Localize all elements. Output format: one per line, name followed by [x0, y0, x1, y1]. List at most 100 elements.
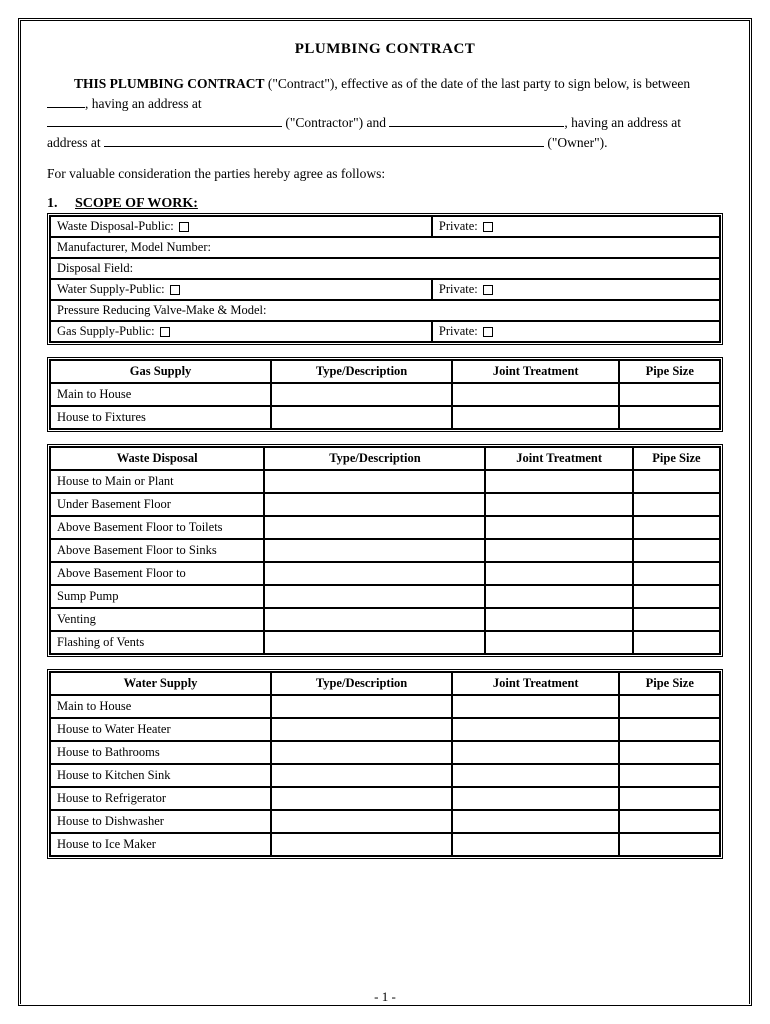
data-cell[interactable]	[264, 585, 485, 608]
checkbox-icon[interactable]	[160, 327, 170, 337]
intro-p1: ("Contract"), effective as of the date o…	[265, 76, 691, 91]
data-cell[interactable]	[619, 741, 720, 764]
row-label: Above Basement Floor to Sinks	[50, 539, 264, 562]
row-label: House to Ice Maker	[50, 833, 271, 856]
data-cell[interactable]	[271, 810, 452, 833]
data-cell[interactable]	[633, 631, 720, 654]
data-cell[interactable]	[633, 562, 720, 585]
data-cell[interactable]	[264, 493, 485, 516]
col-header: Type/Description	[271, 672, 452, 695]
data-cell[interactable]	[619, 718, 720, 741]
data-cell[interactable]	[264, 608, 485, 631]
data-cell[interactable]	[485, 493, 632, 516]
blank-owner-addr[interactable]	[104, 135, 544, 147]
data-cell[interactable]	[271, 833, 452, 856]
page-number: - 1 -	[21, 989, 749, 1005]
checkbox-icon[interactable]	[483, 327, 493, 337]
row-label: Sump Pump	[50, 585, 264, 608]
blank-party[interactable]	[47, 95, 85, 107]
scope-table: Waste Disposal-Public: Private: Manufact…	[47, 213, 723, 345]
data-cell[interactable]	[633, 470, 720, 493]
data-cell[interactable]	[633, 585, 720, 608]
data-cell[interactable]	[619, 695, 720, 718]
col-header: Pipe Size	[619, 672, 720, 695]
data-cell[interactable]	[452, 833, 620, 856]
row-label: Flashing of Vents	[50, 631, 264, 654]
data-cell[interactable]	[264, 562, 485, 585]
data-cell[interactable]	[452, 695, 620, 718]
data-cell[interactable]	[619, 383, 720, 406]
intro-p2: , having an address at	[85, 96, 202, 111]
data-cell[interactable]	[452, 810, 620, 833]
col-header: Type/Description	[271, 360, 452, 383]
data-cell[interactable]	[452, 383, 620, 406]
row-label: House to Water Heater	[50, 718, 271, 741]
data-cell[interactable]	[271, 406, 452, 429]
data-cell[interactable]	[619, 406, 720, 429]
col-header: Joint Treatment	[485, 447, 632, 470]
doc-title: PLUMBING CONTRACT	[47, 41, 723, 58]
row-label: House to Dishwasher	[50, 810, 271, 833]
col-header: Water Supply	[50, 672, 271, 695]
data-cell[interactable]	[452, 787, 620, 810]
data-cell[interactable]	[485, 516, 632, 539]
data-cell[interactable]	[485, 631, 632, 654]
data-cell[interactable]	[633, 493, 720, 516]
data-cell[interactable]	[452, 764, 620, 787]
checkbox-icon[interactable]	[483, 222, 493, 232]
row-label: House to Kitchen Sink	[50, 764, 271, 787]
row-label: Main to House	[50, 383, 271, 406]
blank-owner-name[interactable]	[389, 115, 564, 127]
row-label: House to Refrigerator	[50, 787, 271, 810]
data-cell[interactable]	[485, 562, 632, 585]
row-label: Under Basement Floor	[50, 493, 264, 516]
scope-row: Pressure Reducing Valve-Make & Model:	[50, 300, 720, 321]
data-cell[interactable]	[271, 764, 452, 787]
data-cell[interactable]	[485, 608, 632, 631]
row-label: Above Basement Floor to	[50, 562, 264, 585]
blank-contractor-addr[interactable]	[47, 115, 282, 127]
checkbox-icon[interactable]	[179, 222, 189, 232]
data-cell[interactable]	[264, 631, 485, 654]
data-cell[interactable]	[485, 539, 632, 562]
intro-paragraph: THIS PLUMBING CONTRACT ("Contract"), eff…	[47, 74, 723, 152]
gas-supply-table: Gas SupplyType/DescriptionJoint Treatmen…	[47, 357, 723, 432]
row-label: Main to House	[50, 695, 271, 718]
data-cell[interactable]	[633, 539, 720, 562]
data-cell[interactable]	[264, 516, 485, 539]
col-header: Pipe Size	[619, 360, 720, 383]
document-frame: PLUMBING CONTRACT THIS PLUMBING CONTRACT…	[18, 18, 752, 1006]
data-cell[interactable]	[264, 539, 485, 562]
data-cell[interactable]	[271, 718, 452, 741]
scope-cell-right: Private:	[432, 216, 720, 237]
scope-row: Disposal Field:	[50, 258, 720, 279]
data-cell[interactable]	[264, 470, 485, 493]
scope-cell-right: Private:	[432, 321, 720, 342]
col-header: Waste Disposal	[50, 447, 264, 470]
data-cell[interactable]	[485, 585, 632, 608]
section-1-title: SCOPE OF WORK:	[75, 196, 198, 211]
section-1-num: 1.	[47, 196, 75, 212]
data-cell[interactable]	[619, 810, 720, 833]
water-supply-table: Water SupplyType/DescriptionJoint Treatm…	[47, 669, 723, 859]
data-cell[interactable]	[485, 470, 632, 493]
data-cell[interactable]	[633, 608, 720, 631]
data-cell[interactable]	[452, 718, 620, 741]
data-cell[interactable]	[619, 764, 720, 787]
row-label: Venting	[50, 608, 264, 631]
scope-cell-left: Gas Supply-Public:	[50, 321, 432, 342]
data-cell[interactable]	[633, 516, 720, 539]
data-cell[interactable]	[271, 741, 452, 764]
data-cell[interactable]	[619, 787, 720, 810]
data-cell[interactable]	[271, 787, 452, 810]
checkbox-icon[interactable]	[483, 285, 493, 295]
data-cell[interactable]	[452, 741, 620, 764]
data-cell[interactable]	[271, 695, 452, 718]
intro-p4: , having an address at	[564, 115, 681, 130]
data-cell[interactable]	[271, 383, 452, 406]
checkbox-icon[interactable]	[170, 285, 180, 295]
col-header: Joint Treatment	[452, 672, 620, 695]
data-cell[interactable]	[619, 833, 720, 856]
data-cell[interactable]	[452, 406, 620, 429]
col-header: Joint Treatment	[452, 360, 620, 383]
